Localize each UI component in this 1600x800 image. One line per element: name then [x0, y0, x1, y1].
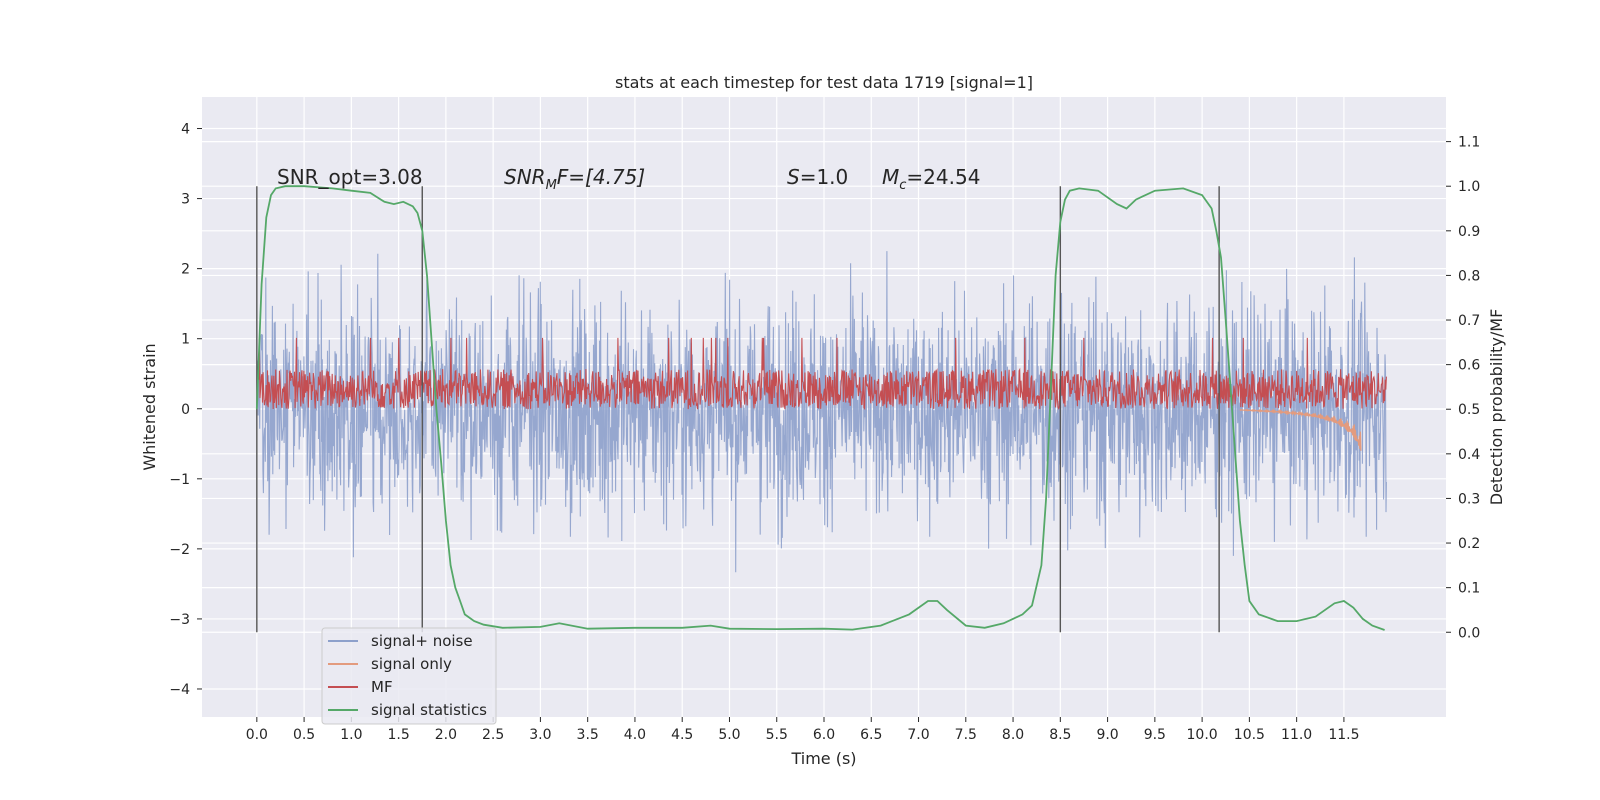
legend-box [321, 627, 497, 725]
legend-label-signal-noise: signal+ noise [371, 632, 473, 650]
y-tick-label: −2 [169, 542, 190, 558]
x-tick-label: 7.0 [907, 727, 929, 743]
x-tick-label: 10.0 [1187, 727, 1218, 743]
y2-tick-label: 0.0 [1458, 625, 1480, 641]
y-tick-label: −4 [169, 682, 190, 698]
signal-only-line [1239, 408, 1362, 451]
x-tick-label: 9.5 [1144, 727, 1166, 743]
x-tick-label: 2.0 [435, 727, 457, 743]
y-tick-label: 4 [181, 122, 190, 138]
x-tick-label: 5.5 [766, 727, 788, 743]
x-tick-label: 5.0 [718, 727, 740, 743]
y-tick-label: 0 [181, 402, 190, 418]
y2-axis-label: Detection probability/MF [1487, 309, 1506, 506]
y2-tick-label: 0.6 [1458, 358, 1480, 374]
signal-noise-line [256, 251, 1387, 573]
x-tick-label: 0.0 [246, 727, 268, 743]
mc-annotation: Mc=24.54 [882, 165, 980, 193]
legend-label-signal-statistics: signal statistics [371, 701, 487, 719]
y-tick-label: −1 [169, 472, 190, 488]
y2-tick-label: 0.9 [1458, 224, 1480, 240]
y2-tick-label: 0.3 [1458, 491, 1480, 507]
x-tick-label: 4.5 [671, 727, 693, 743]
x-tick-label: 6.5 [860, 727, 882, 743]
y2-tick-label: 1.1 [1458, 135, 1480, 151]
x-tick-label: 8.5 [1049, 727, 1071, 743]
y-axis-label: Whitened strain [140, 343, 159, 470]
x-axis-label: Time (s) [790, 749, 856, 768]
y-tick-label: −3 [169, 612, 190, 628]
y2-tick-label: 0.1 [1458, 581, 1480, 597]
x-tick-label: 1.5 [387, 727, 409, 743]
legend-label-signal-only: signal only [371, 655, 452, 673]
x-tick-label: 8.0 [1002, 727, 1024, 743]
x-tick-label: 7.5 [955, 727, 977, 743]
y2-tick-label: 1.0 [1458, 179, 1480, 195]
chart-title: stats at each timestep for test data 171… [615, 73, 1033, 92]
x-tick-label: 9.0 [1096, 727, 1118, 743]
y-tick-label: 1 [181, 332, 190, 348]
signal-noise-series [256, 251, 1387, 573]
y2-tick-label: 0.7 [1458, 313, 1480, 329]
signal-statistics-line [255, 185, 1385, 631]
mf-line [256, 337, 1387, 411]
x-tick-label: 11.0 [1281, 727, 1312, 743]
y-tick-label: 2 [181, 262, 190, 278]
y2-tick-label: 0.5 [1458, 402, 1480, 418]
legend-label-mf: MF [371, 678, 393, 696]
x-tick-label: 4.0 [624, 727, 646, 743]
signal-only-series [1239, 408, 1362, 451]
y2-tick-label: 0.8 [1458, 268, 1480, 284]
snr-mf-annotation: SNRMF=[4.75] [504, 165, 645, 193]
mf-series [256, 337, 1387, 411]
x-tick-label: 0.5 [293, 727, 315, 743]
legend: signal+ noise signal only MF signal stat… [321, 627, 497, 725]
x-tick-label: 11.5 [1328, 727, 1359, 743]
x-tick-label: 3.0 [529, 727, 551, 743]
s-annotation: S=1.0 [787, 165, 848, 189]
vertical-markers [256, 186, 1220, 633]
x-tick-label: 10.5 [1234, 727, 1265, 743]
y-tick-label: 3 [181, 192, 190, 208]
x-tick-label: 6.0 [813, 727, 835, 743]
y2-tick-label: 0.4 [1458, 447, 1480, 463]
x-tick-label: 1.0 [340, 727, 362, 743]
x-tick-label: 2.5 [482, 727, 504, 743]
snr-opt-annotation: SNR_opt=3.08 [277, 165, 423, 189]
x-tick-label: 3.5 [577, 727, 599, 743]
signal-statistics-series [255, 185, 1385, 631]
y2-tick-label: 0.2 [1458, 536, 1480, 552]
axis-ticks: 0.0 0.5 1.0 1.5 2.0 2.5 3.0 3.5 4.0 4.5 5.0 5.5 6.0 6… [169, 122, 1480, 743]
